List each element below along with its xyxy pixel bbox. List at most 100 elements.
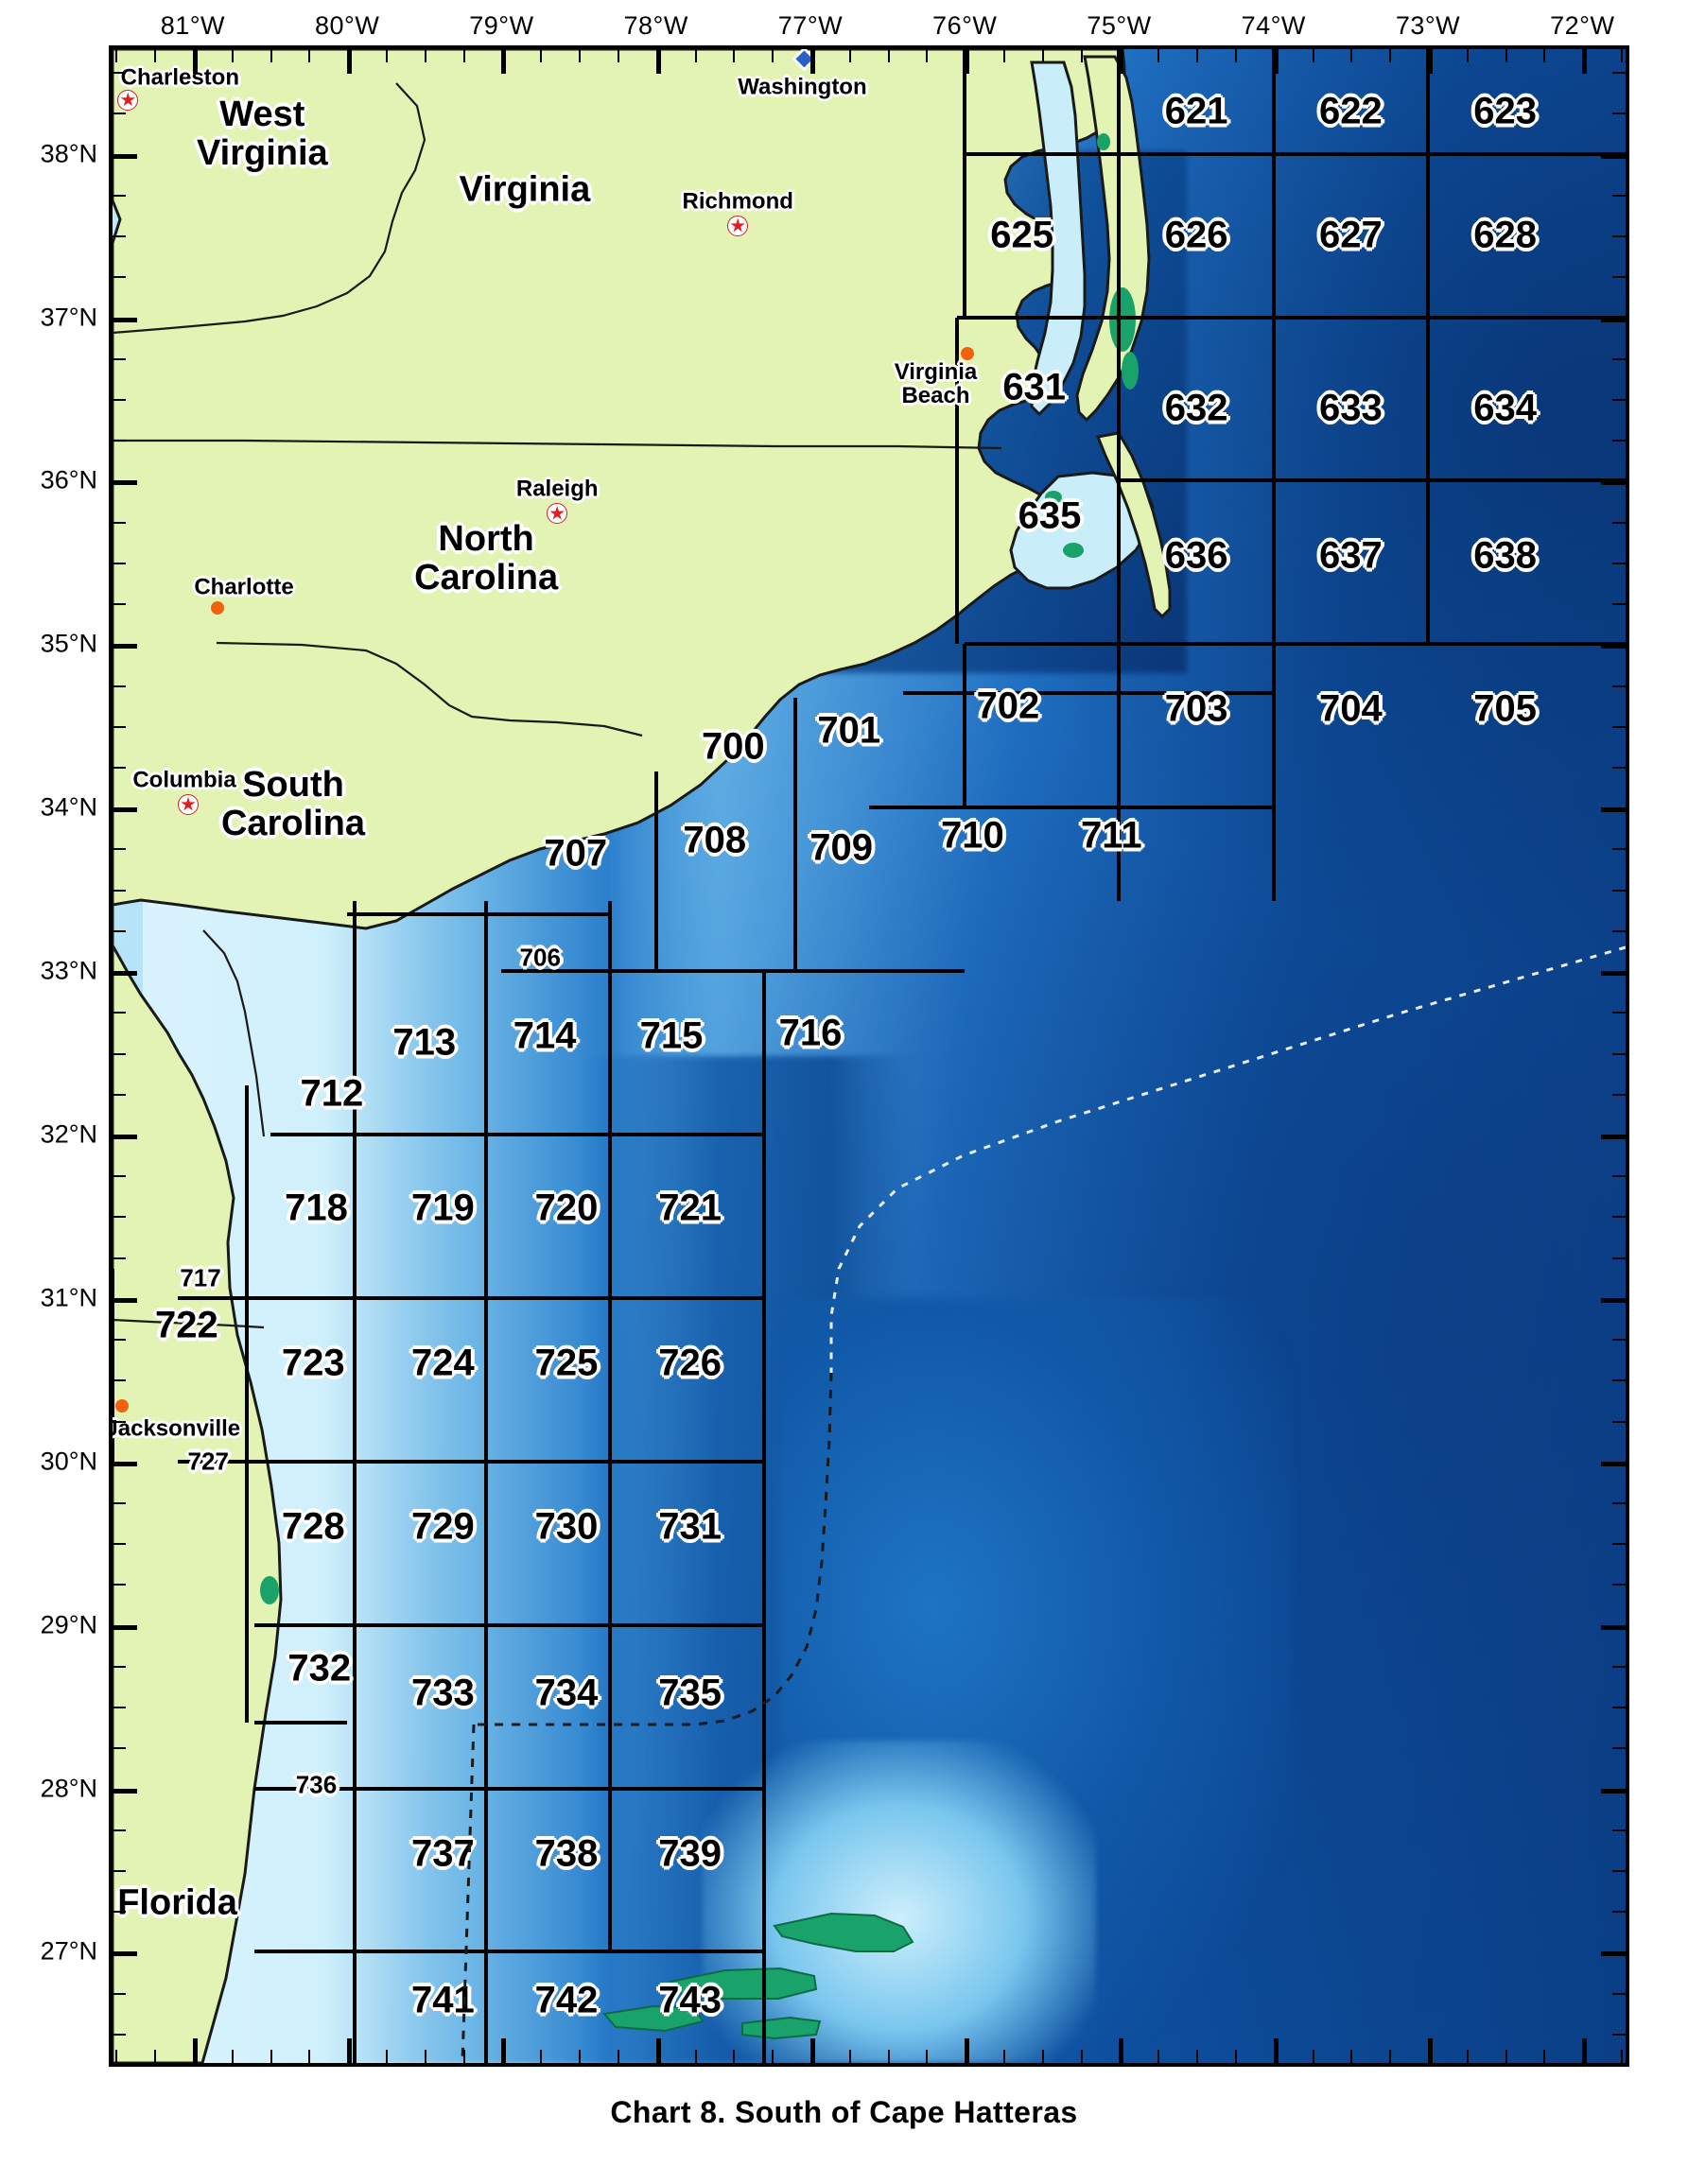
lon-tick — [1119, 2038, 1124, 2063]
lon-tick-label: 72°W — [1550, 11, 1615, 40]
grid-line-vertical — [353, 900, 357, 2063]
lat-tick-label: 29°N — [40, 1610, 97, 1639]
grid-cell-number[interactable]: 726 — [658, 1342, 722, 1384]
grid-cell-number[interactable]: 633 — [1319, 387, 1383, 429]
lat-tick — [1601, 1297, 1626, 1303]
grid-cell-number[interactable]: 725 — [534, 1342, 599, 1384]
grid-cell-number[interactable]: 733 — [411, 1672, 475, 1714]
grid-cell-number[interactable]: 743 — [658, 1979, 722, 2021]
lon-tick — [733, 49, 736, 62]
grid-line-horizontal — [254, 1786, 764, 1791]
grid-cell-number[interactable]: 742 — [534, 1979, 599, 2021]
city-name-label: Virginia Beach — [895, 359, 978, 407]
grid-cell-number[interactable]: 707 — [544, 832, 608, 875]
grid-cell-number[interactable]: 704 — [1319, 687, 1383, 730]
grid-cell-number[interactable]: 632 — [1164, 387, 1228, 429]
grid-cell-number[interactable]: 637 — [1319, 534, 1383, 577]
grid-cell-number[interactable]: 701 — [817, 709, 881, 752]
grid-cell-number[interactable]: 714 — [513, 1014, 577, 1057]
lat-tick — [1612, 1093, 1626, 1096]
grid-cell-number[interactable]: 736 — [295, 1770, 338, 1799]
lat-tick — [1612, 1216, 1626, 1219]
capital-star-icon — [727, 215, 749, 236]
lat-tick — [1612, 1911, 1626, 1914]
lon-tick — [887, 49, 890, 62]
grid-cell-number[interactable]: 731 — [658, 1505, 722, 1548]
lon-tick — [540, 49, 543, 62]
grid-cell-number[interactable]: 708 — [683, 819, 747, 861]
water-chesapeake — [1030, 61, 1087, 417]
lon-tick — [887, 2050, 890, 2063]
grid-cell-number[interactable]: 721 — [658, 1187, 722, 1229]
lat-tick-label: 27°N — [40, 1936, 97, 1966]
grid-cell-number[interactable]: 732 — [287, 1647, 352, 1690]
state-name-line: Carolina — [414, 558, 559, 598]
grid-line-horizontal — [902, 691, 1274, 696]
grid-cell-number[interactable]: 715 — [639, 1014, 704, 1057]
city-name-line: Virginia — [894, 358, 978, 385]
lat-tick — [1612, 1829, 1626, 1831]
grid-cell-number[interactable]: 622 — [1319, 90, 1383, 132]
grid-cell-number[interactable]: 638 — [1473, 534, 1538, 577]
grid-cell-number[interactable]: 634 — [1473, 387, 1538, 429]
grid-cell-number[interactable]: 719 — [411, 1187, 475, 1229]
grid-cell-number[interactable]: 635 — [1018, 494, 1082, 537]
grid-cell-number[interactable]: 709 — [809, 826, 873, 869]
lat-tick-label: 32°N — [40, 1119, 97, 1149]
lat-tick — [113, 480, 137, 486]
grid-cell-number[interactable]: 627 — [1319, 214, 1383, 256]
grid-cell-number[interactable]: 625 — [990, 214, 1053, 256]
lat-tick — [113, 1869, 126, 1872]
lat-tick — [113, 194, 126, 197]
lat-tick — [113, 1788, 137, 1794]
lon-tick — [1157, 49, 1160, 62]
grid-cell-number[interactable]: 636 — [1164, 534, 1228, 577]
grid-cell-number[interactable]: 728 — [281, 1505, 345, 1548]
lon-tick-label: 80°W — [314, 11, 380, 40]
grid-line-horizontal — [347, 911, 610, 916]
grid-cell-number[interactable]: 626 — [1164, 214, 1228, 256]
grid-line-horizontal — [254, 1950, 764, 1954]
grid-cell-number[interactable]: 710 — [941, 814, 1004, 857]
grid-cell-number[interactable]: 727 — [187, 1447, 229, 1476]
grid-cell-number[interactable]: 720 — [534, 1187, 599, 1229]
grid-cell-number[interactable]: 716 — [778, 1012, 843, 1054]
lat-tick — [113, 685, 126, 687]
lon-tick — [462, 2050, 465, 2063]
grid-cell-number[interactable]: 723 — [281, 1342, 345, 1384]
grid-cell-number[interactable]: 700 — [701, 725, 765, 768]
grid-cell-number[interactable]: 738 — [534, 1832, 599, 1875]
lon-tick — [1428, 49, 1434, 74]
capital-star-icon — [178, 793, 199, 815]
grid-cell-number[interactable]: 711 — [1081, 814, 1142, 857]
lon-tick — [733, 2050, 736, 2063]
grid-cell-number[interactable]: 702 — [976, 685, 1040, 727]
grid-cell-number[interactable]: 722 — [154, 1304, 218, 1346]
grid-cell-number[interactable]: 712 — [300, 1072, 364, 1115]
grid-cell-number[interactable]: 631 — [1002, 366, 1067, 408]
grid-cell-number[interactable]: 628 — [1473, 214, 1538, 256]
lon-tick — [308, 49, 311, 62]
grid-cell-number[interactable]: 706 — [519, 943, 561, 972]
grid-cell-number[interactable]: 713 — [392, 1021, 457, 1064]
grid-cell-number[interactable]: 623 — [1473, 90, 1538, 132]
grid-cell-number[interactable]: 717 — [180, 1263, 221, 1292]
city-dot-icon — [211, 601, 225, 615]
grid-cell-number[interactable]: 739 — [658, 1832, 722, 1875]
grid-cell-number[interactable]: 734 — [534, 1672, 599, 1714]
lon-tick — [501, 49, 507, 74]
grid-cell-number[interactable]: 705 — [1473, 687, 1538, 730]
grid-cell-number[interactable]: 737 — [411, 1832, 475, 1875]
grid-cell-number[interactable]: 729 — [411, 1505, 475, 1548]
grid-cell-number[interactable]: 735 — [658, 1672, 722, 1714]
grid-cell-number[interactable]: 703 — [1164, 687, 1228, 730]
grid-cell-number[interactable]: 718 — [285, 1187, 348, 1229]
grid-cell-number[interactable]: 621 — [1164, 90, 1228, 132]
lat-tick — [113, 1707, 126, 1709]
lat-tick — [1612, 1665, 1626, 1668]
grid-cell-number[interactable]: 730 — [534, 1505, 599, 1548]
lat-tick — [113, 1665, 126, 1668]
map-frame[interactable]: 621 622 623 625 626 627 628 631 632 633 634 635 636 6… — [109, 45, 1629, 2067]
grid-cell-number[interactable]: 724 — [411, 1342, 475, 1384]
